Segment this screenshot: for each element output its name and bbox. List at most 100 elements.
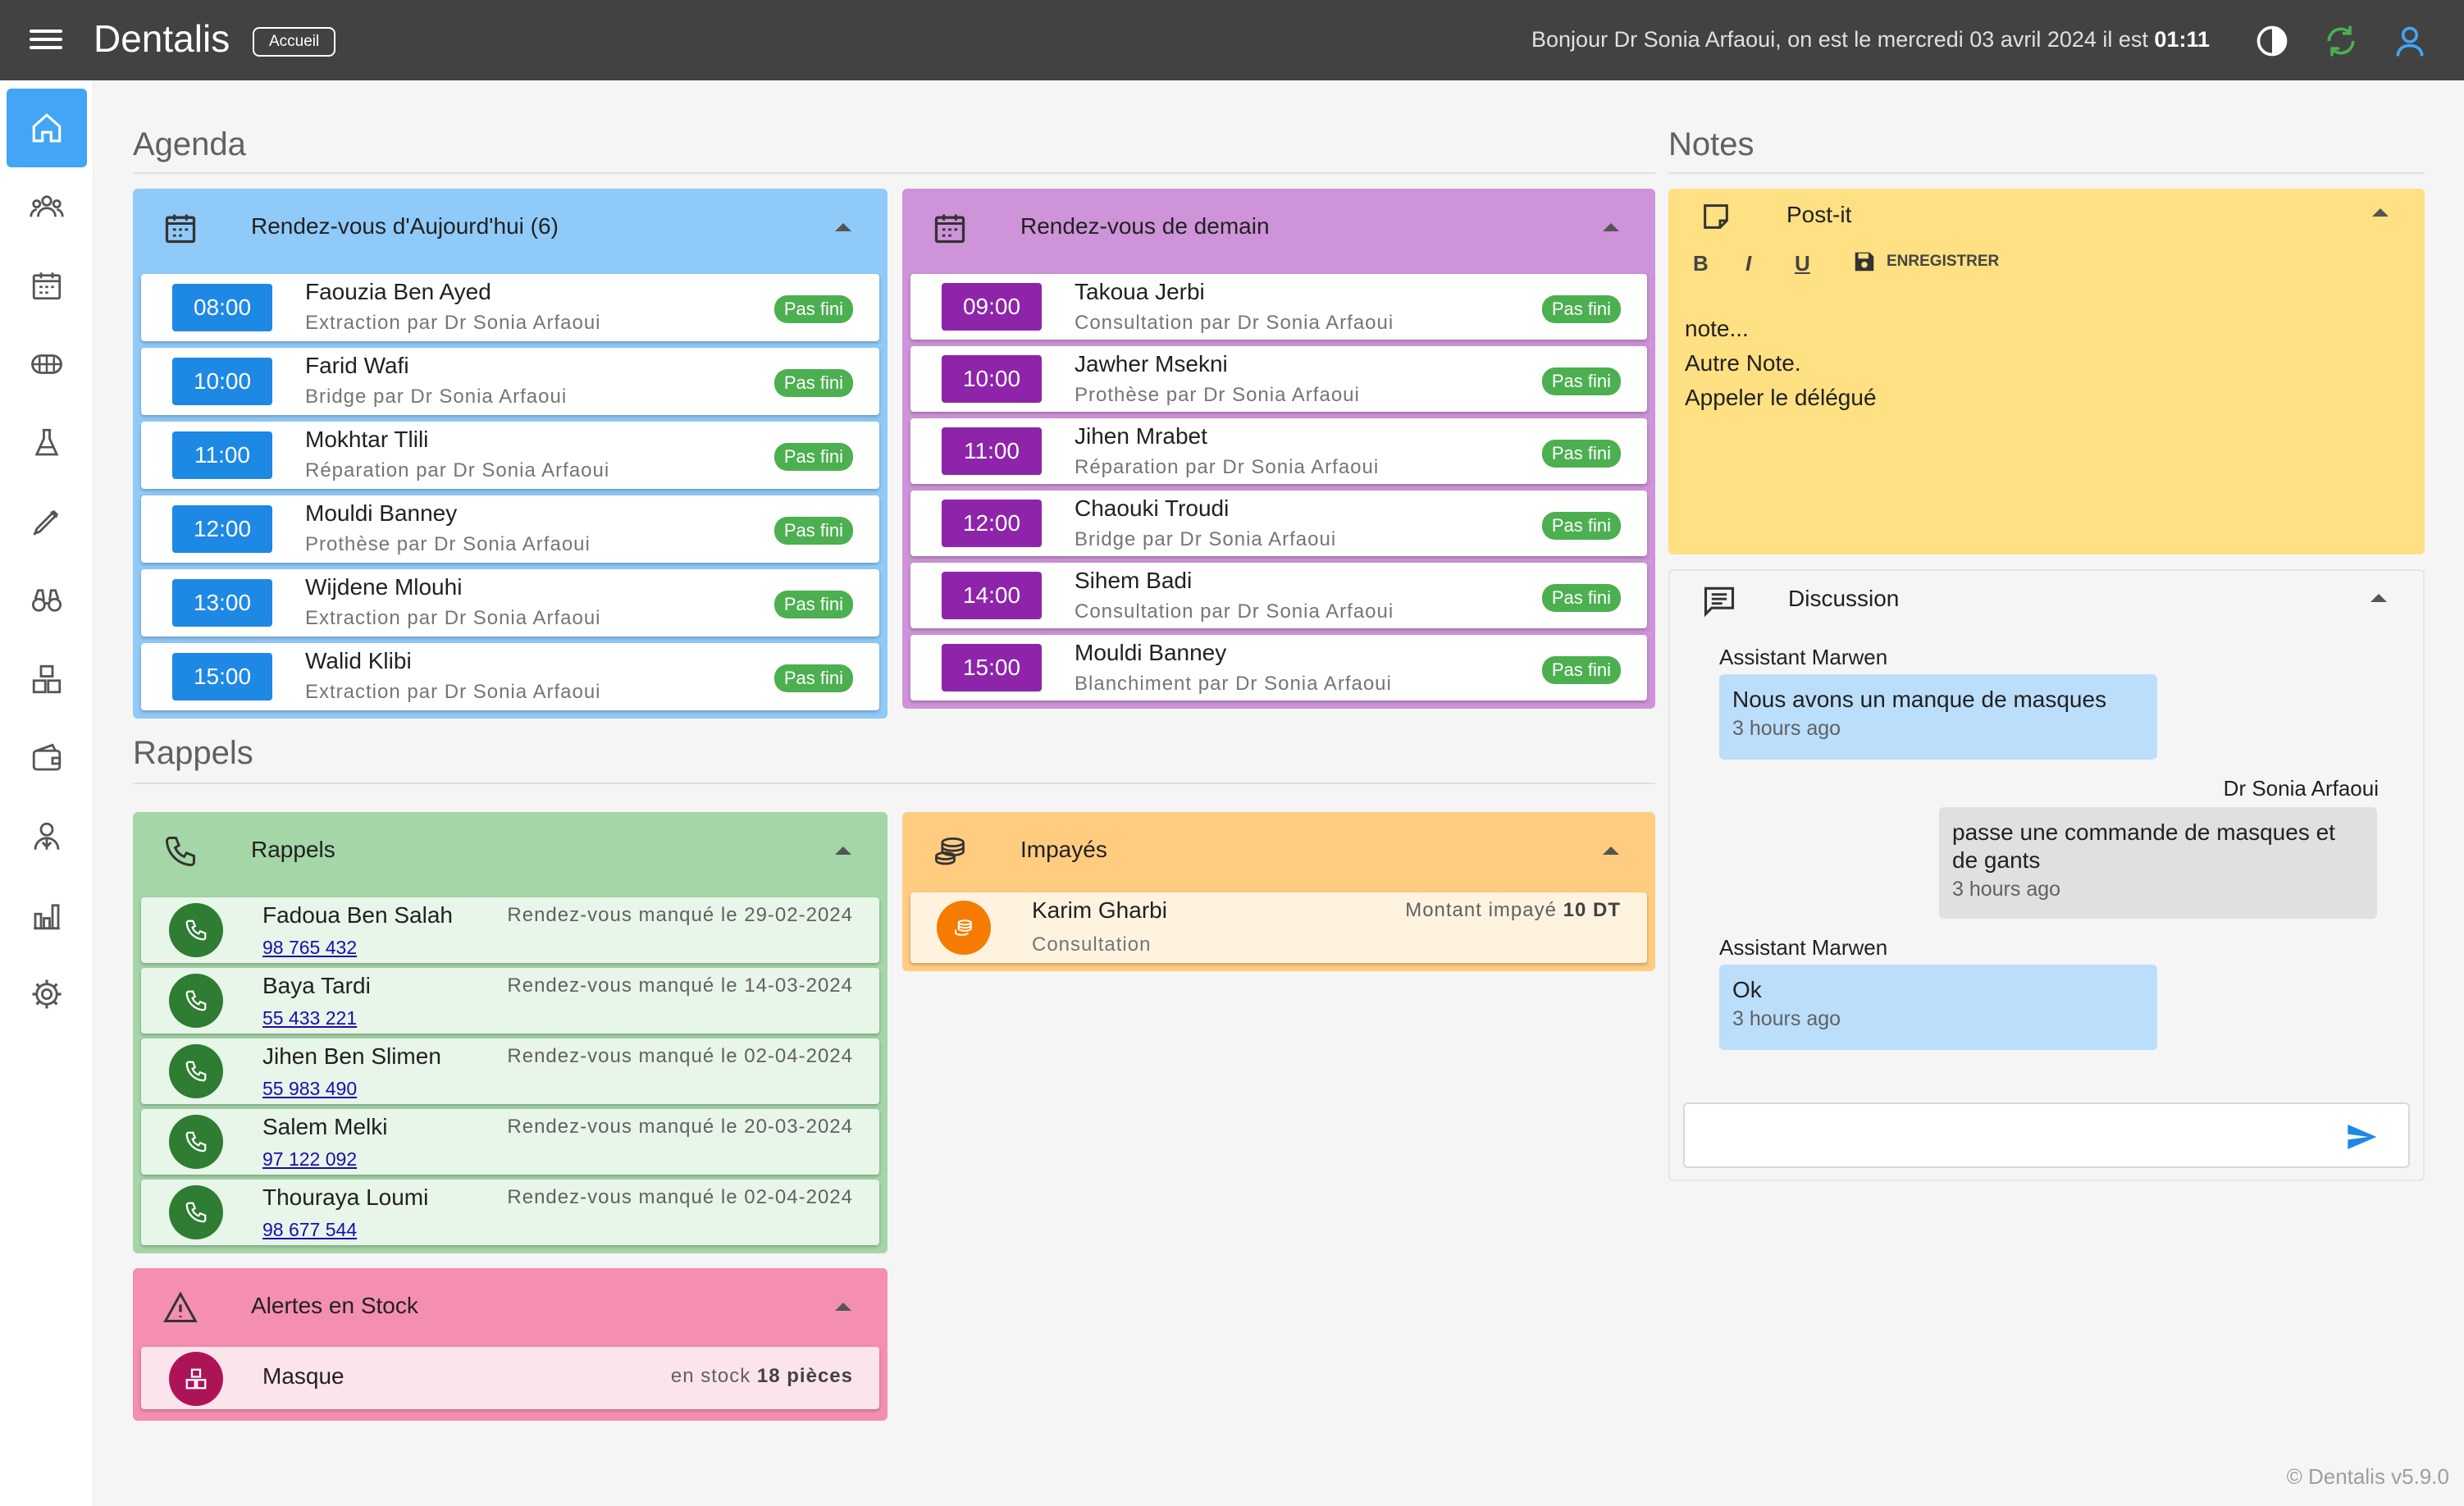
unpaid-amount-value: 10 DT (1563, 899, 1621, 921)
call-button[interactable] (169, 1044, 223, 1098)
bold-button[interactable]: B (1693, 251, 1709, 276)
phone-link[interactable]: 55 983 490 (262, 1078, 358, 1099)
appointment-detail: Prothèse par Dr Sonia Arfaoui (1075, 384, 1360, 406)
sidebar-item-dentures[interactable] (7, 325, 87, 404)
menu-icon[interactable] (30, 25, 62, 56)
appointment-row[interactable]: 10:00 Jawher Msekni Prothèse par Dr Soni… (910, 346, 1647, 412)
underline-button[interactable]: U (1795, 251, 1810, 276)
rappels-panel-header[interactable]: Rappels (133, 812, 887, 891)
patient-name: Jihen Ben Slimen (262, 1043, 441, 1069)
reminder-row[interactable]: Thouraya Loumi 98 677 544 Rendez-vous ma… (141, 1180, 879, 1245)
sidebar-item-prosthesis[interactable] (7, 482, 87, 561)
boxes-icon (32, 664, 62, 694)
appointment-time: 10:00 (172, 358, 272, 405)
appointment-detail: Réparation par Dr Sonia Arfaoui (305, 459, 610, 481)
appointment-time: 10:00 (942, 355, 1042, 403)
refresh-icon[interactable] (2323, 23, 2359, 59)
phone-link[interactable]: 98 765 432 (262, 937, 358, 958)
appointment-row[interactable]: 12:00 Mouldi Banney Prothèse par Dr Soni… (141, 495, 879, 563)
discussion-panel: Discussion Assistant Marwen Nous avons u… (1668, 569, 2425, 1181)
sidebar-item-search[interactable] (7, 561, 87, 640)
appointment-detail: Consultation par Dr Sonia Arfaoui (1075, 312, 1394, 334)
phone-link[interactable]: 55 433 221 (262, 1007, 358, 1029)
today-appointments-panel: Rendez-vous d'Aujourd'hui (6) 08:00 Faou… (133, 189, 887, 719)
postit-editor[interactable]: note... Autre Note. Appeler le délégué (1685, 312, 1877, 415)
appointment-row[interactable]: 10:00 Farid Wafi Bridge par Dr Sonia Arf… (141, 348, 879, 415)
appointment-time: 11:00 (942, 427, 1042, 475)
sidebar-item-patients[interactable] (7, 167, 87, 246)
impayes-panel-header[interactable]: Impayés (902, 812, 1655, 891)
collapse-caret-icon[interactable] (2370, 594, 2387, 602)
phone-link[interactable]: 98 677 544 (262, 1219, 358, 1240)
tomorrow-panel-header[interactable]: Rendez-vous de demain (902, 189, 1655, 267)
message-author: Assistant Marwen (1719, 645, 1888, 669)
phone-link[interactable]: 97 122 092 (262, 1148, 358, 1170)
call-button[interactable] (169, 974, 223, 1028)
save-label: ENREGISTRER (1887, 253, 2000, 270)
status-badge: Pas fini (773, 369, 853, 397)
sidebar-item-finance[interactable] (7, 719, 87, 797)
collapse-caret-icon[interactable] (1603, 847, 1619, 855)
appointment-row[interactable]: 12:00 Chaouki Troudi Bridge par Dr Sonia… (910, 491, 1647, 556)
appointment-time: 09:00 (942, 283, 1042, 331)
staff-icon (34, 822, 60, 850)
stock-alert-row[interactable]: Masque en stock 18 pièces (141, 1347, 879, 1409)
prosthesis-icon (33, 509, 59, 536)
sidebar-item-home[interactable] (7, 89, 87, 167)
message-time: 3 hours ago (1732, 717, 1841, 740)
appointment-row[interactable]: 08:00 Faouzia Ben Ayed Extraction par Dr… (141, 274, 879, 341)
coins-icon (937, 901, 991, 955)
sidebar-item-staff[interactable] (7, 797, 87, 876)
appointment-time: 12:00 (942, 500, 1042, 547)
call-button[interactable] (169, 1185, 223, 1239)
italic-button[interactable]: I (1745, 251, 1752, 276)
reminder-row[interactable]: Fadoua Ben Salah 98 765 432 Rendez-vous … (141, 897, 879, 963)
postit-panel: Post-it B I U ENREGISTRER note... Autre … (1668, 189, 2425, 554)
collapse-caret-icon[interactable] (835, 223, 851, 231)
reminder-row[interactable]: Salem Melki 97 122 092 Rendez-vous manqu… (141, 1109, 879, 1175)
appointment-row[interactable]: 09:00 Takoua Jerbi Consultation par Dr S… (910, 274, 1647, 340)
sidebar-item-stock[interactable] (7, 640, 87, 719)
sidebar-item-settings[interactable] (7, 955, 87, 1034)
appointment-row[interactable]: 11:00 Mokhtar Tlili Réparation par Dr So… (141, 422, 879, 489)
appointment-detail: Extraction par Dr Sonia Arfaoui (305, 681, 601, 703)
appointment-time: 14:00 (942, 572, 1042, 619)
reminder-row[interactable]: Baya Tardi 55 433 221 Rendez-vous manqué… (141, 968, 879, 1034)
sidebar-item-lab[interactable] (7, 404, 87, 482)
appointment-row[interactable]: 15:00 Mouldi Banney Blanchiment par Dr S… (910, 635, 1647, 701)
message-input[interactable] (1683, 1102, 2410, 1168)
appointment-row[interactable]: 15:00 Walid Klibi Extraction par Dr Soni… (141, 643, 879, 710)
today-panel-header[interactable]: Rendez-vous d'Aujourd'hui (6) (133, 189, 887, 267)
warning-icon (163, 1291, 198, 1322)
stock-alerts-panel-header[interactable]: Alertes en Stock (133, 1268, 887, 1347)
phone-icon (185, 990, 207, 1011)
appointment-time: 08:00 (172, 284, 272, 331)
appointment-row[interactable]: 14:00 Sihem Badi Consultation par Dr Son… (910, 563, 1647, 628)
note-line: Autre Note. (1685, 350, 1801, 376)
collapse-caret-icon[interactable] (2372, 208, 2389, 217)
user-icon[interactable] (2392, 23, 2428, 59)
coins-icon (935, 837, 965, 865)
patient-name: Fadoua Ben Salah (262, 902, 453, 928)
home-chip[interactable]: Accueil (253, 27, 336, 57)
appointment-detail: Blanchiment par Dr Sonia Arfaoui (1075, 673, 1392, 695)
reminder-row[interactable]: Jihen Ben Slimen 55 983 490 Rendez-vous … (141, 1038, 879, 1104)
collapse-caret-icon[interactable] (1603, 223, 1619, 231)
call-button[interactable] (169, 1115, 223, 1169)
collapse-caret-icon[interactable] (835, 1303, 851, 1311)
call-button[interactable] (169, 903, 223, 957)
collapse-caret-icon[interactable] (835, 847, 851, 855)
sidebar-item-calendar[interactable] (7, 246, 87, 325)
save-button[interactable]: ENREGISTRER (1852, 249, 1999, 274)
appointment-row[interactable]: 13:00 Wijdene Mlouhi Extraction par Dr S… (141, 569, 879, 637)
unpaid-row[interactable]: Karim Gharbi Consultation Montant impayé… (910, 892, 1647, 963)
agenda-title: Agenda (133, 126, 246, 162)
sidebar-item-stats[interactable] (7, 876, 87, 955)
stock-quantity: en stock 18 pièces (671, 1365, 853, 1388)
contrast-icon[interactable] (2254, 23, 2290, 59)
status-badge: Pas fini (1541, 656, 1621, 684)
appointment-row[interactable]: 11:00 Jihen Mrabet Réparation par Dr Son… (910, 418, 1647, 484)
stock-quantity-label: en stock (670, 1365, 751, 1387)
notes-title: Notes (1668, 126, 1754, 162)
send-icon[interactable] (2343, 1120, 2380, 1153)
